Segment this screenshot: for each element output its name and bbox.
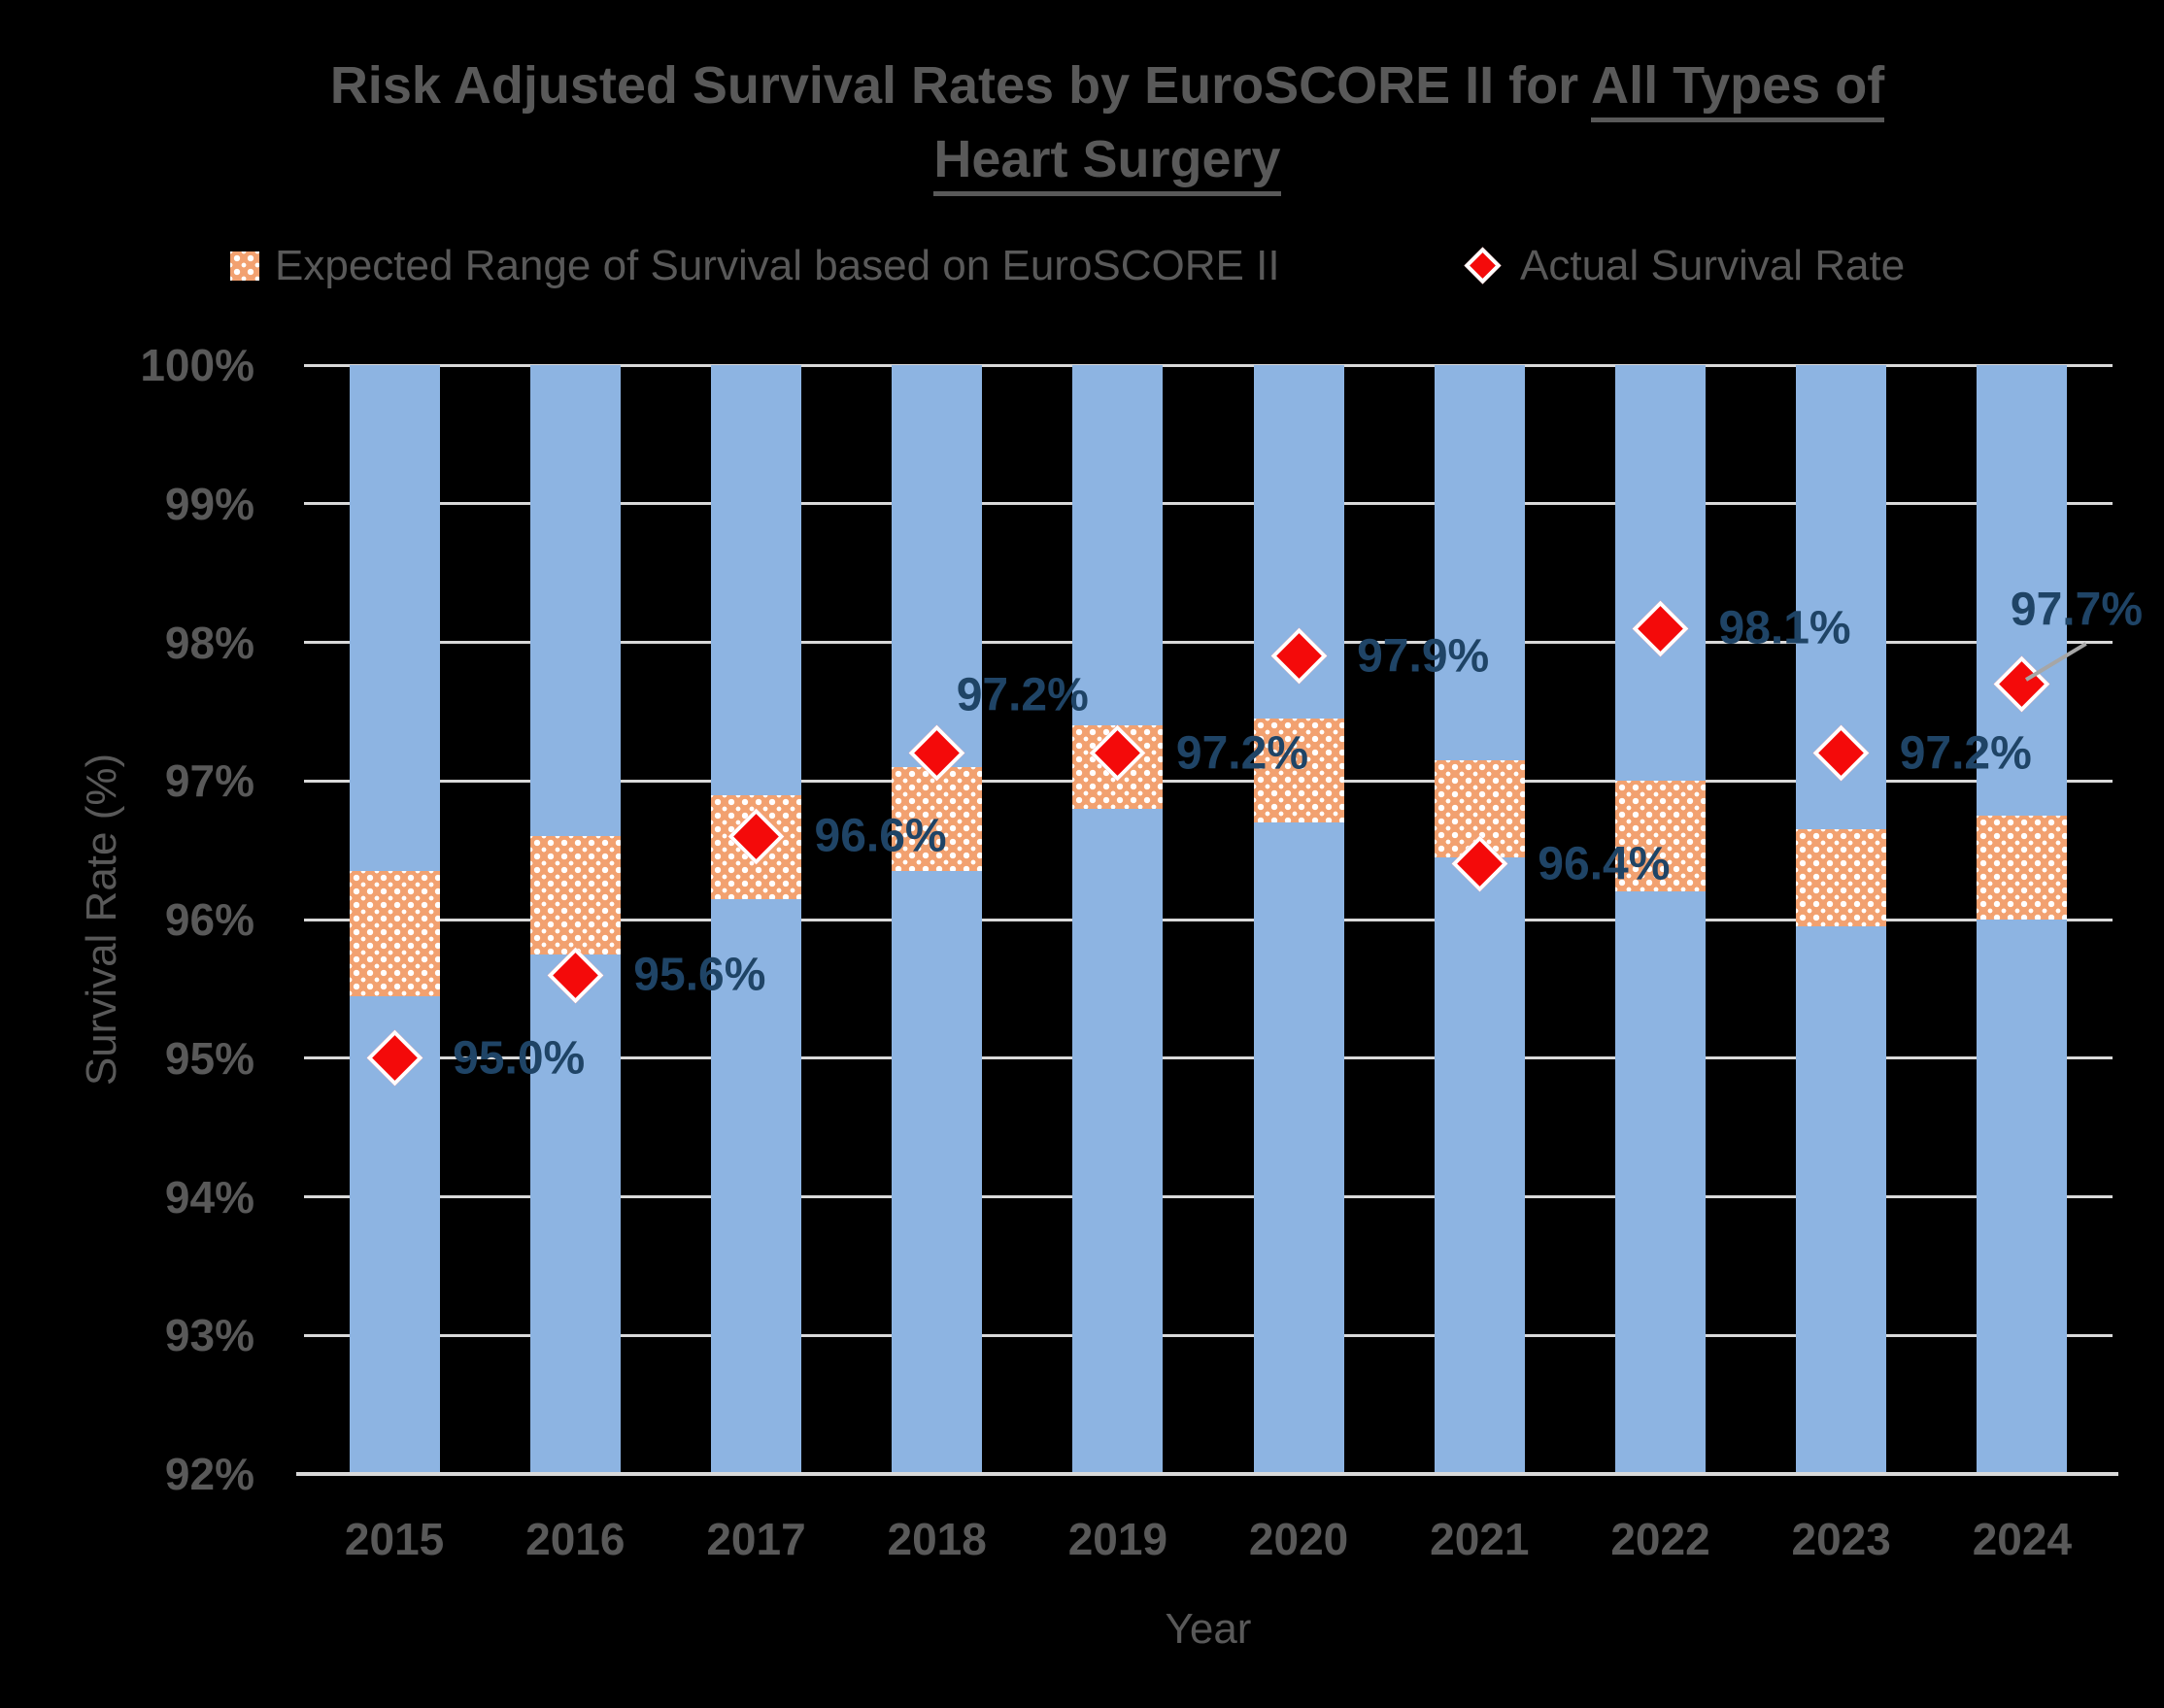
gridline	[304, 1195, 2113, 1198]
bar	[711, 365, 801, 1474]
data-label: 98.1%	[1718, 602, 1851, 654]
gridline	[304, 1056, 2113, 1060]
chart-title-underlined-2: Heart Surgery	[933, 130, 1281, 196]
data-label: 97.7%	[2010, 584, 2143, 636]
actual-rate-diamond-icon	[1462, 245, 1505, 287]
legend-item-actual-rate: Actual Survival Rate	[1462, 241, 1905, 291]
gridline	[304, 1333, 2113, 1337]
legend-item-expected-range: Expected Range of Survival based on Euro…	[230, 241, 1280, 291]
x-tick-label: 2022	[1610, 1514, 1710, 1564]
expected-range-band	[1796, 829, 1887, 927]
x-tick-label: 2015	[344, 1514, 445, 1564]
data-label: 97.2%	[1175, 727, 1308, 780]
expected-range-band	[1977, 815, 2068, 920]
gridline	[304, 641, 2113, 644]
bar	[1253, 365, 1344, 1474]
y-tick-label: 99%	[164, 478, 254, 529]
bar	[1615, 365, 1706, 1474]
data-label: 96.4%	[1538, 838, 1671, 890]
bar	[892, 365, 983, 1474]
x-tick-label: 2021	[1430, 1514, 1530, 1564]
x-tick-label: 2017	[706, 1514, 806, 1564]
chart-title: Risk Adjusted Survival Rates by EuroSCOR…	[51, 49, 2164, 196]
y-tick-label: 95%	[164, 1032, 254, 1084]
x-tick-label: 2019	[1067, 1514, 1168, 1564]
y-tick-label: 92%	[164, 1449, 254, 1499]
data-label: 95.0%	[453, 1032, 586, 1085]
data-label: 96.6%	[814, 810, 947, 862]
x-axis-line	[296, 1472, 2118, 1476]
expected-range-band	[1615, 781, 1706, 892]
y-tick-label: 97%	[164, 755, 254, 807]
data-label: 95.6%	[633, 949, 766, 1001]
gridline	[304, 918, 2113, 921]
gridline	[304, 779, 2113, 783]
y-tick-label: 93%	[164, 1310, 254, 1361]
data-label: 97.2%	[956, 669, 1089, 721]
data-label: 97.9%	[1357, 630, 1490, 683]
bar	[1072, 365, 1164, 1474]
expected-range-band	[892, 766, 983, 872]
expected-range-band	[529, 836, 621, 954]
legend-label-expected-range: Expected Range of Survival based on Euro…	[275, 242, 1280, 289]
x-tick-label: 2020	[1248, 1514, 1349, 1564]
expected-range-band	[1253, 719, 1344, 823]
legend-label-actual-rate: Actual Survival Rate	[1520, 242, 1906, 289]
gridline	[304, 502, 2113, 506]
x-tick-label: 2016	[525, 1514, 626, 1564]
chart-title-underlined-1: All Types of	[1591, 56, 1885, 122]
data-label: 97.2%	[1899, 727, 2032, 780]
x-axis-title: Year	[1165, 1605, 1252, 1653]
bar	[1977, 365, 2068, 1474]
expected-range-band	[349, 871, 440, 996]
y-tick-label: 100%	[140, 340, 254, 390]
chart-title-line1-prefix: Risk Adjusted Survival Rates by EuroSCOR…	[329, 56, 1592, 115]
x-tick-label: 2023	[1791, 1514, 1891, 1564]
x-tick-label: 2024	[1972, 1514, 2073, 1564]
y-tick-label: 98%	[164, 617, 254, 668]
bar	[1434, 365, 1525, 1474]
y-tick-label: 96%	[164, 894, 254, 945]
x-tick-label: 2018	[887, 1514, 987, 1564]
y-tick-label: 94%	[164, 1171, 254, 1222]
expected-range-band	[1434, 759, 1525, 857]
gridline	[304, 363, 2113, 367]
expected-range-swatch-icon	[230, 251, 259, 281]
